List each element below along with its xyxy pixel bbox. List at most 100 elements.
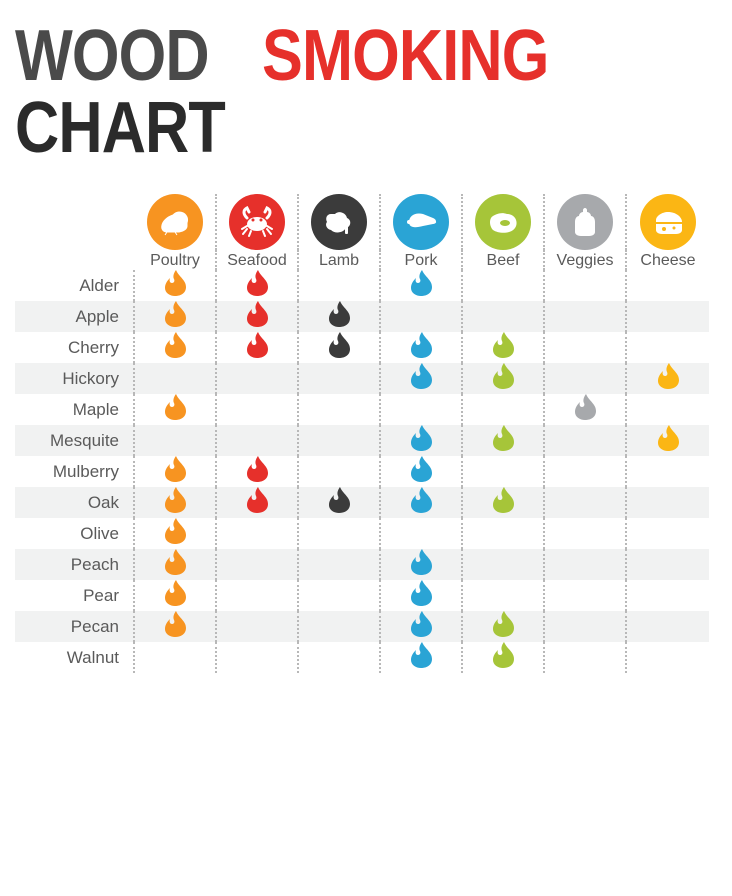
cell-peach-poultry	[135, 549, 217, 580]
column-label-veggies: Veggies	[545, 250, 627, 270]
cell-pear-seafood	[217, 580, 299, 611]
wood-label-mesquite: Mesquite	[15, 425, 135, 456]
flame-icon	[164, 456, 186, 487]
cell-walnut-pork	[381, 642, 463, 673]
cell-mesquite-lamb	[299, 425, 381, 456]
label-spacer	[15, 250, 135, 270]
cell-apple-pork	[381, 301, 463, 332]
cell-apple-beef	[463, 301, 545, 332]
cell-mesquite-cheese	[627, 425, 709, 456]
column-icon-poultry	[135, 194, 217, 250]
cell-olive-poultry	[135, 518, 217, 549]
cell-hickory-veggies	[545, 363, 627, 394]
flame-icon	[164, 332, 186, 363]
wood-label-maple: Maple	[15, 394, 135, 425]
cell-hickory-pork	[381, 363, 463, 394]
flame-icon	[246, 270, 268, 301]
flame-icon	[492, 425, 514, 456]
cell-alder-pork	[381, 270, 463, 301]
cell-cherry-cheese	[627, 332, 709, 363]
cell-peach-cheese	[627, 549, 709, 580]
cell-apple-veggies	[545, 301, 627, 332]
cell-mulberry-poultry	[135, 456, 217, 487]
column-icon-pork	[381, 194, 463, 250]
cell-pecan-veggies	[545, 611, 627, 642]
flame-icon	[410, 456, 432, 487]
cell-apple-seafood	[217, 301, 299, 332]
flame-icon	[328, 332, 350, 363]
beef-icon	[475, 194, 531, 250]
cell-mesquite-pork	[381, 425, 463, 456]
cell-pear-cheese	[627, 580, 709, 611]
cell-maple-seafood	[217, 394, 299, 425]
cell-hickory-seafood	[217, 363, 299, 394]
flame-icon	[574, 394, 596, 425]
column-label-cheese: Cheese	[627, 250, 709, 270]
cell-walnut-poultry	[135, 642, 217, 673]
flame-icon	[164, 301, 186, 332]
cell-olive-cheese	[627, 518, 709, 549]
flame-icon	[492, 487, 514, 518]
flame-icon	[410, 580, 432, 611]
cell-cherry-veggies	[545, 332, 627, 363]
column-label-lamb: Lamb	[299, 250, 381, 270]
cell-walnut-veggies	[545, 642, 627, 673]
cell-alder-veggies	[545, 270, 627, 301]
cell-cherry-poultry	[135, 332, 217, 363]
cell-pecan-poultry	[135, 611, 217, 642]
column-icon-seafood	[217, 194, 299, 250]
cell-pecan-lamb	[299, 611, 381, 642]
cell-alder-cheese	[627, 270, 709, 301]
column-label-beef: Beef	[463, 250, 545, 270]
cell-hickory-beef	[463, 363, 545, 394]
flame-icon	[246, 456, 268, 487]
cell-walnut-lamb	[299, 642, 381, 673]
flame-icon	[657, 363, 679, 394]
title-word-3: CHART	[15, 92, 225, 164]
cell-hickory-cheese	[627, 363, 709, 394]
cell-apple-lamb	[299, 301, 381, 332]
cell-alder-beef	[463, 270, 545, 301]
column-label-pork: Pork	[381, 250, 463, 270]
pepper-icon	[557, 194, 613, 250]
cell-cherry-beef	[463, 332, 545, 363]
flame-icon	[164, 270, 186, 301]
title-word-2: SMOKING	[262, 20, 548, 92]
flame-icon	[246, 301, 268, 332]
cell-mulberry-lamb	[299, 456, 381, 487]
cheese-icon	[640, 194, 696, 250]
cell-maple-veggies	[545, 394, 627, 425]
cell-apple-poultry	[135, 301, 217, 332]
flame-icon	[164, 611, 186, 642]
wood-label-peach: Peach	[15, 549, 135, 580]
wood-label-cherry: Cherry	[15, 332, 135, 363]
cell-pear-veggies	[545, 580, 627, 611]
wood-label-alder: Alder	[15, 270, 135, 301]
cell-walnut-cheese	[627, 642, 709, 673]
flame-icon	[410, 549, 432, 580]
cell-oak-poultry	[135, 487, 217, 518]
cell-cherry-lamb	[299, 332, 381, 363]
flame-icon	[657, 425, 679, 456]
crab-icon	[229, 194, 285, 250]
cell-maple-cheese	[627, 394, 709, 425]
cell-mulberry-veggies	[545, 456, 627, 487]
pork-icon	[393, 194, 449, 250]
title-word-1: WOOD	[15, 20, 209, 92]
cell-oak-cheese	[627, 487, 709, 518]
wood-label-mulberry: Mulberry	[15, 456, 135, 487]
cell-maple-pork	[381, 394, 463, 425]
cell-oak-beef	[463, 487, 545, 518]
cell-pear-pork	[381, 580, 463, 611]
flame-icon	[492, 611, 514, 642]
cell-peach-pork	[381, 549, 463, 580]
cell-pear-beef	[463, 580, 545, 611]
cell-hickory-poultry	[135, 363, 217, 394]
flame-icon	[410, 425, 432, 456]
wood-label-oak: Oak	[15, 487, 135, 518]
flame-icon	[410, 611, 432, 642]
cell-mesquite-veggies	[545, 425, 627, 456]
wood-label-pecan: Pecan	[15, 611, 135, 642]
cell-pecan-cheese	[627, 611, 709, 642]
cell-olive-seafood	[217, 518, 299, 549]
